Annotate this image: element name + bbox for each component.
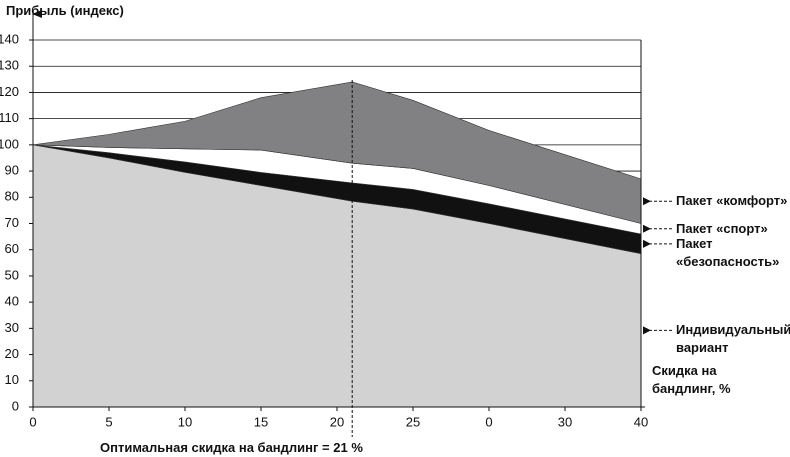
y-tick-label: 70 bbox=[5, 215, 19, 230]
x-tick-label: 20 bbox=[330, 414, 344, 429]
x-tick-label: 0 bbox=[29, 414, 36, 429]
y-tick-label: 20 bbox=[5, 346, 19, 361]
x-tick-label: 40 bbox=[634, 414, 648, 429]
y-tick-label: 90 bbox=[5, 163, 19, 178]
legend-label: Пакет «безопасность» bbox=[676, 235, 780, 269]
x-tick-label: 5 bbox=[105, 414, 112, 429]
legend-label: Пакет «спорт» bbox=[676, 220, 768, 236]
y-tick-label: 130 bbox=[0, 58, 19, 73]
y-tick-label: 140 bbox=[0, 31, 19, 46]
x-axis-title: Скидка на бандлинг, % bbox=[652, 363, 731, 396]
y-tick-label: 30 bbox=[5, 320, 19, 335]
legend-label: Индивидуальный вариант bbox=[676, 322, 790, 356]
x-tick-label: 15 bbox=[254, 414, 268, 429]
y-tick-label: 0 bbox=[12, 398, 19, 413]
y-axis-title: Прибыль (индекс) bbox=[6, 3, 124, 18]
x-tick-label: 30 bbox=[558, 414, 572, 429]
y-tick-label: 60 bbox=[5, 241, 19, 256]
y-tick-label: 80 bbox=[5, 189, 19, 204]
y-tick-label: 100 bbox=[0, 136, 19, 151]
x-tick-label: 25 bbox=[406, 414, 420, 429]
axes: 0 10 20 30 40 50 60 70 80 90 100 110 120 130 140 0 5 10 15… bbox=[0, 10, 672, 437]
y-tick-label: 40 bbox=[5, 294, 19, 309]
y-tick-label: 10 bbox=[5, 372, 19, 387]
legend-label: Пакет «комфорт» bbox=[676, 193, 788, 209]
x-tick-label: 10 bbox=[178, 414, 192, 429]
areas bbox=[32, 81, 642, 408]
x-tick-label: 0 bbox=[485, 414, 492, 429]
y-tick-label: 120 bbox=[0, 84, 19, 99]
annotation: Оптимальная скидка на бандлинг = 21 % bbox=[100, 440, 363, 455]
y-tick-label: 50 bbox=[5, 267, 19, 282]
y-tick-label: 110 bbox=[0, 110, 19, 125]
